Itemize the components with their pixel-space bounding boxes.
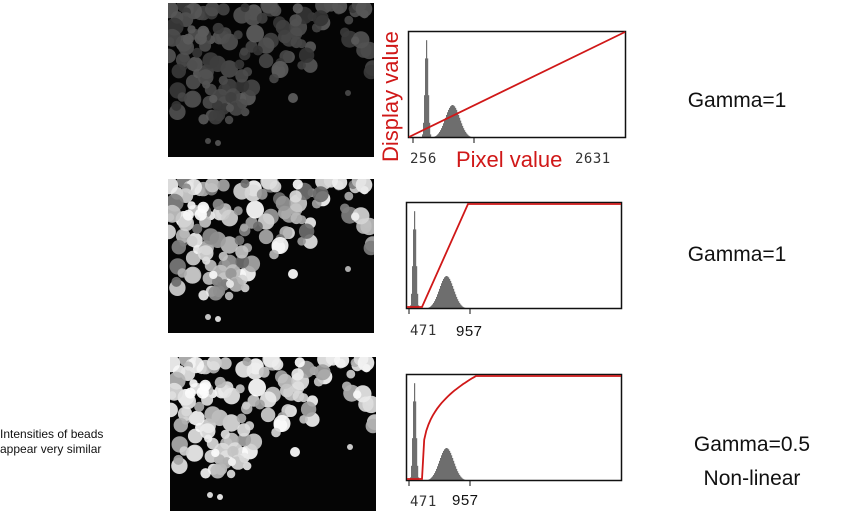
- tick-label-min: 256: [410, 151, 437, 167]
- note-line-2: appear very similar: [0, 442, 102, 456]
- gamma-label-1: Gamma=1: [687, 89, 787, 112]
- gamma-value: Gamma=0.5: [693, 433, 811, 456]
- tick-label-max: 2631: [575, 151, 611, 167]
- tick-label-high: 957: [452, 492, 479, 509]
- beads-image-contrast: [168, 179, 374, 333]
- note-line-1: Intensities of beads: [0, 427, 104, 441]
- tick-label-low: 471: [410, 323, 437, 339]
- histogram-panel-3: [405, 373, 623, 486]
- note-text: Intensities of beads appear very similar: [0, 427, 150, 457]
- beads-image-dim: [168, 3, 374, 157]
- gamma-label-2: Gamma=1: [687, 243, 787, 266]
- histogram-panel-2: [405, 201, 623, 314]
- tick-label-high: 957: [456, 323, 483, 340]
- gamma-label-3: Gamma=0.5 Non-linear: [672, 430, 832, 494]
- beads-image-gamma: [170, 357, 376, 511]
- histogram-panel-1: [407, 30, 627, 143]
- gamma-subtitle: Non-linear: [703, 467, 801, 490]
- x-axis-label: Pixel value: [456, 147, 563, 172]
- tick-label-low: 471: [410, 494, 437, 510]
- y-axis-label: Display value: [378, 31, 403, 162]
